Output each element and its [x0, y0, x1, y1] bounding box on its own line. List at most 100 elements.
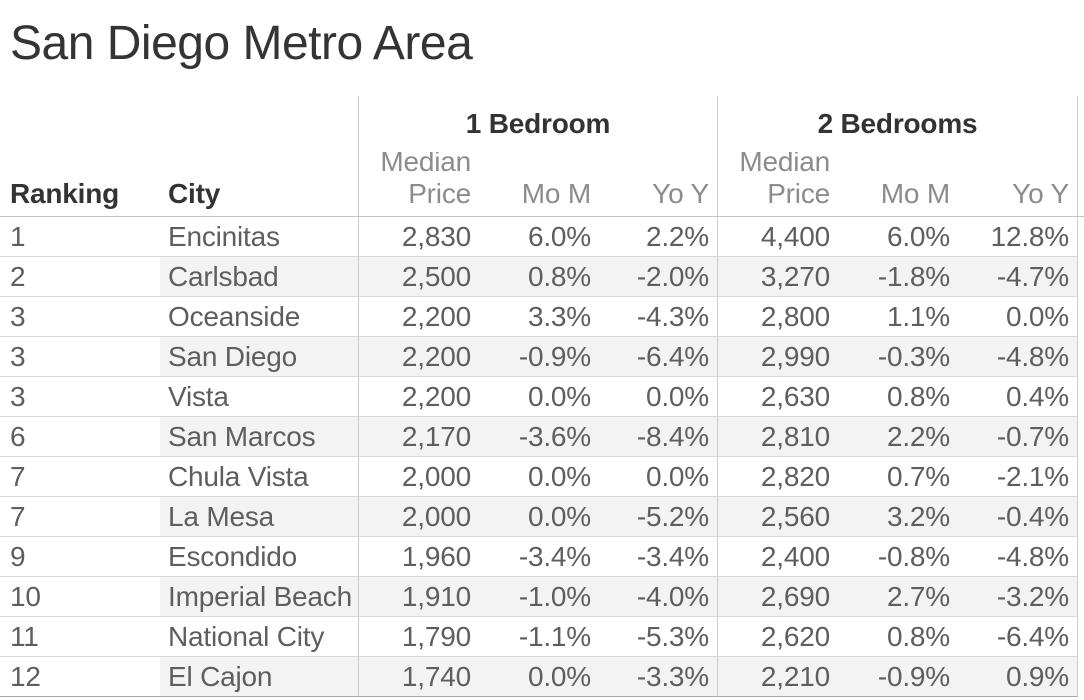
column-header-1br-yoy[interactable]: Yo Y — [599, 152, 718, 217]
city-cell[interactable]: Vista — [160, 377, 359, 417]
median-price-1br-cell[interactable]: 2,200 — [359, 377, 479, 417]
median-price-2br-cell[interactable]: 2,630 — [718, 377, 838, 417]
mom-1br-cell[interactable]: 0.0% — [479, 457, 599, 497]
city-cell[interactable]: La Mesa — [160, 497, 359, 537]
yoy-2br-cell[interactable]: -0.7% — [958, 417, 1078, 457]
city-cell[interactable]: Chula Vista — [160, 457, 359, 497]
column-header-city[interactable]: City — [160, 152, 359, 217]
mom-1br-cell[interactable]: 0.0% — [479, 497, 599, 537]
mom-2br-cell[interactable]: -1.8% — [838, 257, 958, 297]
ranking-cell[interactable]: 10 — [0, 577, 160, 617]
ranking-cell[interactable]: 1 — [0, 217, 160, 257]
column-group-1-bedroom[interactable]: 1 Bedroom — [359, 96, 718, 152]
yoy-2br-cell[interactable]: 12.8% — [958, 217, 1078, 257]
yoy-1br-cell[interactable]: 0.0% — [599, 377, 718, 417]
ranking-cell[interactable]: 7 — [0, 497, 160, 537]
mom-1br-cell[interactable]: -0.9% — [479, 337, 599, 377]
city-cell[interactable]: San Diego — [160, 337, 359, 377]
yoy-1br-cell[interactable]: -5.3% — [599, 617, 718, 657]
mom-2br-cell[interactable]: -0.8% — [838, 537, 958, 577]
yoy-2br-cell[interactable]: -6.4% — [958, 617, 1078, 657]
median-price-2br-cell[interactable]: 2,620 — [718, 617, 838, 657]
median-price-1br-cell[interactable]: 2,000 — [359, 497, 479, 537]
city-cell[interactable]: Carlsbad — [160, 257, 359, 297]
median-price-1br-cell[interactable]: 2,200 — [359, 337, 479, 377]
column-header-ranking[interactable]: Ranking — [0, 152, 160, 217]
median-price-2br-cell[interactable]: 3,270 — [718, 257, 838, 297]
mom-2br-cell[interactable]: -0.3% — [838, 337, 958, 377]
mom-2br-cell[interactable]: 3.2% — [838, 497, 958, 537]
column-header-1br-median-price[interactable]: Median Price — [359, 152, 479, 217]
ranking-cell[interactable]: 6 — [0, 417, 160, 457]
yoy-2br-cell[interactable]: -0.4% — [958, 497, 1078, 537]
median-price-1br-cell[interactable]: 2,000 — [359, 457, 479, 497]
yoy-2br-cell[interactable]: -2.1% — [958, 457, 1078, 497]
mom-1br-cell[interactable]: 6.0% — [479, 217, 599, 257]
column-header-2br-median-price[interactable]: Median Price — [718, 152, 838, 217]
median-price-1br-cell[interactable]: 2,170 — [359, 417, 479, 457]
ranking-cell[interactable]: 7 — [0, 457, 160, 497]
median-price-1br-cell[interactable]: 1,960 — [359, 537, 479, 577]
mom-2br-cell[interactable]: 0.7% — [838, 457, 958, 497]
yoy-2br-cell[interactable]: -4.7% — [958, 257, 1078, 297]
ranking-cell[interactable]: 11 — [0, 617, 160, 657]
ranking-cell[interactable]: 3 — [0, 297, 160, 337]
median-price-2br-cell[interactable]: 2,560 — [718, 497, 838, 537]
yoy-1br-cell[interactable]: -6.4% — [599, 337, 718, 377]
median-price-1br-cell[interactable]: 2,830 — [359, 217, 479, 257]
column-header-2br-mom[interactable]: Mo M — [838, 152, 958, 217]
mom-2br-cell[interactable]: -0.9% — [838, 657, 958, 697]
mom-2br-cell[interactable]: 2.2% — [838, 417, 958, 457]
median-price-2br-cell[interactable]: 2,800 — [718, 297, 838, 337]
ranking-cell[interactable]: 3 — [0, 337, 160, 377]
median-price-2br-cell[interactable]: 4,400 — [718, 217, 838, 257]
yoy-2br-cell[interactable]: -3.2% — [958, 577, 1078, 617]
median-price-2br-cell[interactable]: 2,820 — [718, 457, 838, 497]
median-price-1br-cell[interactable]: 1,790 — [359, 617, 479, 657]
yoy-2br-cell[interactable]: 0.9% — [958, 657, 1078, 697]
yoy-1br-cell[interactable]: -4.0% — [599, 577, 718, 617]
mom-1br-cell[interactable]: -3.6% — [479, 417, 599, 457]
median-price-1br-cell[interactable]: 1,740 — [359, 657, 479, 697]
median-price-2br-cell[interactable]: 2,990 — [718, 337, 838, 377]
median-price-1br-cell[interactable]: 1,910 — [359, 577, 479, 617]
yoy-1br-cell[interactable]: -3.3% — [599, 657, 718, 697]
mom-1br-cell[interactable]: 0.0% — [479, 657, 599, 697]
city-cell[interactable]: San Marcos — [160, 417, 359, 457]
yoy-1br-cell[interactable]: 0.0% — [599, 457, 718, 497]
median-price-2br-cell[interactable]: 2,690 — [718, 577, 838, 617]
city-cell[interactable]: Encinitas — [160, 217, 359, 257]
yoy-1br-cell[interactable]: -5.2% — [599, 497, 718, 537]
median-price-2br-cell[interactable]: 2,400 — [718, 537, 838, 577]
ranking-cell[interactable]: 2 — [0, 257, 160, 297]
ranking-cell[interactable]: 3 — [0, 377, 160, 417]
yoy-2br-cell[interactable]: 0.4% — [958, 377, 1078, 417]
yoy-2br-cell[interactable]: -4.8% — [958, 337, 1078, 377]
median-price-2br-cell[interactable]: 2,810 — [718, 417, 838, 457]
mom-2br-cell[interactable]: 1.1% — [838, 297, 958, 337]
yoy-2br-cell[interactable]: -4.8% — [958, 537, 1078, 577]
mom-2br-cell[interactable]: 6.0% — [838, 217, 958, 257]
column-header-2br-yoy[interactable]: Yo Y — [958, 152, 1078, 217]
median-price-2br-cell[interactable]: 2,210 — [718, 657, 838, 697]
city-cell[interactable]: Oceanside — [160, 297, 359, 337]
mom-1br-cell[interactable]: -1.0% — [479, 577, 599, 617]
yoy-1br-cell[interactable]: -2.0% — [599, 257, 718, 297]
mom-2br-cell[interactable]: 2.7% — [838, 577, 958, 617]
ranking-cell[interactable]: 12 — [0, 657, 160, 697]
yoy-1br-cell[interactable]: -8.4% — [599, 417, 718, 457]
column-header-1br-mom[interactable]: Mo M — [479, 152, 599, 217]
mom-2br-cell[interactable]: 0.8% — [838, 617, 958, 657]
yoy-1br-cell[interactable]: 2.2% — [599, 217, 718, 257]
median-price-1br-cell[interactable]: 2,500 — [359, 257, 479, 297]
mom-2br-cell[interactable]: 0.8% — [838, 377, 958, 417]
mom-1br-cell[interactable]: -3.4% — [479, 537, 599, 577]
yoy-1br-cell[interactable]: -4.3% — [599, 297, 718, 337]
mom-1br-cell[interactable]: 3.3% — [479, 297, 599, 337]
column-group-2-bedrooms[interactable]: 2 Bedrooms — [718, 96, 1078, 152]
mom-1br-cell[interactable]: -1.1% — [479, 617, 599, 657]
mom-1br-cell[interactable]: 0.8% — [479, 257, 599, 297]
city-cell[interactable]: National City — [160, 617, 359, 657]
city-cell[interactable]: El Cajon — [160, 657, 359, 697]
yoy-2br-cell[interactable]: 0.0% — [958, 297, 1078, 337]
